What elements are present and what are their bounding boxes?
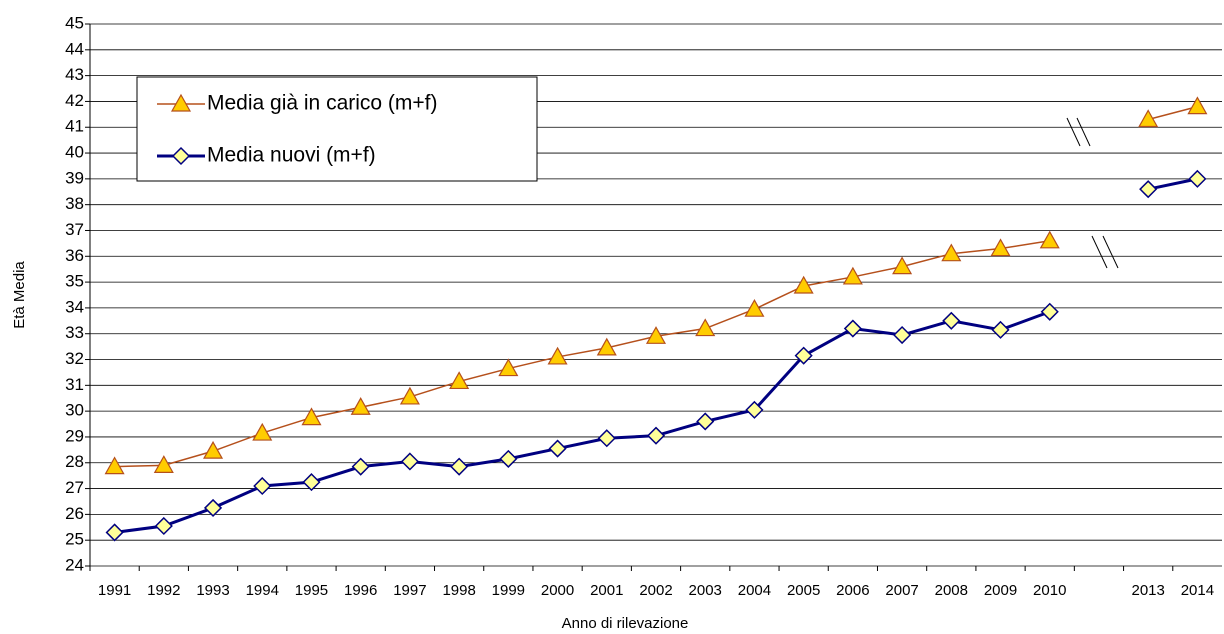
y-tick-label: 29 <box>65 426 84 445</box>
data-point <box>498 358 519 377</box>
legend-label: Media nuovi (m+f) <box>207 144 376 167</box>
data-point <box>794 346 813 365</box>
y-tick-label: 42 <box>65 91 84 110</box>
x-tick-label: 2001 <box>590 582 623 599</box>
legend-marker <box>171 146 191 166</box>
data-point <box>597 429 616 448</box>
data-point <box>745 400 764 419</box>
data-point <box>843 319 862 338</box>
y-tick-label: 25 <box>65 530 84 549</box>
y-tick-label: 38 <box>65 194 84 213</box>
data-point <box>744 298 765 317</box>
y-tick-label: 45 <box>65 13 84 32</box>
x-tick-label: 2006 <box>836 582 869 599</box>
x-tick-label: 2004 <box>738 582 771 599</box>
data-point <box>104 456 125 475</box>
axis-break <box>1066 117 1119 269</box>
data-point <box>793 275 814 294</box>
x-tick-label: 2010 <box>1033 582 1066 599</box>
data-point <box>252 422 273 441</box>
x-tick-label: 2003 <box>689 582 722 599</box>
data-point <box>350 397 371 415</box>
x-tick-label: 1995 <box>295 582 328 599</box>
y-tick-label: 27 <box>65 478 84 497</box>
y-axis-label: Età Media <box>11 261 28 329</box>
data-point <box>302 473 321 492</box>
data-point <box>253 476 272 496</box>
data-point <box>1138 109 1159 128</box>
x-tick-label: 2002 <box>639 582 672 599</box>
x-tick-label: 1991 <box>98 582 131 599</box>
data-point <box>548 439 567 458</box>
x-axis-label: Anno di rilevazione <box>562 615 689 632</box>
data-point <box>154 516 173 536</box>
x-tick-label: 1997 <box>393 582 426 599</box>
y-tick-label: 31 <box>65 375 84 394</box>
data-point <box>645 326 667 344</box>
data-point <box>892 256 913 275</box>
data-point <box>203 498 223 517</box>
data-point <box>1139 180 1158 199</box>
data-point <box>596 337 617 356</box>
data-point <box>203 440 224 459</box>
data-point <box>450 457 469 476</box>
data-point <box>105 523 124 542</box>
data-point <box>942 311 961 330</box>
y-tick-label: 39 <box>65 168 84 187</box>
data-point <box>153 455 174 473</box>
data-point <box>646 426 666 445</box>
x-tick-label: 1992 <box>147 582 180 599</box>
y-tick-label: 34 <box>65 297 84 316</box>
data-point <box>696 412 715 431</box>
data-point <box>695 318 716 337</box>
x-tick-label: 1998 <box>442 582 475 599</box>
data-point <box>1040 302 1059 321</box>
y-tick-label: 43 <box>65 65 84 84</box>
x-tick-label: 2000 <box>541 582 574 599</box>
x-tick-label: 1999 <box>492 582 525 599</box>
data-point <box>1188 169 1207 188</box>
data-point <box>351 457 370 476</box>
y-tick-label: 36 <box>65 246 84 265</box>
data-point <box>449 371 470 390</box>
data-point <box>1187 96 1208 115</box>
data-point <box>1039 230 1060 249</box>
y-tick-label: 24 <box>65 555 84 574</box>
y-tick-label: 35 <box>65 272 84 291</box>
x-tick-label: 2014 <box>1181 582 1214 599</box>
series-line <box>114 177 1198 534</box>
x-tick-label: 2008 <box>935 582 968 599</box>
data-point <box>991 320 1010 339</box>
data-point <box>941 243 962 262</box>
data-point <box>990 238 1011 257</box>
x-tick-label: 1993 <box>196 582 229 599</box>
data-point <box>301 407 322 426</box>
legend <box>136 76 538 182</box>
legend-marker <box>170 93 192 112</box>
data-point <box>893 325 912 345</box>
x-tick-label: 2007 <box>885 582 918 599</box>
y-tick-label: 44 <box>65 39 84 58</box>
y-tick-label: 41 <box>65 117 84 136</box>
data-point <box>499 449 518 468</box>
x-tick-label: 2005 <box>787 582 820 599</box>
x-tick-label: 1994 <box>246 582 279 599</box>
y-tick-label: 37 <box>65 220 84 239</box>
data-point <box>399 386 420 405</box>
data-point <box>842 266 863 285</box>
y-tick-label: 33 <box>65 323 84 342</box>
y-tick-label: 28 <box>65 452 84 471</box>
x-tick-label: 1996 <box>344 582 377 599</box>
y-tick-label: 40 <box>65 143 84 162</box>
y-tick-label: 32 <box>65 349 84 368</box>
y-tick-label: 30 <box>65 401 84 420</box>
legend-label: Media già in carico (m+f) <box>207 92 438 115</box>
data-point <box>400 452 419 471</box>
series-line <box>114 105 1198 468</box>
data-point <box>547 346 568 365</box>
y-tick-label: 26 <box>65 504 84 523</box>
x-tick-label: 2013 <box>1131 582 1164 599</box>
x-tick-label: 2009 <box>984 582 1017 599</box>
